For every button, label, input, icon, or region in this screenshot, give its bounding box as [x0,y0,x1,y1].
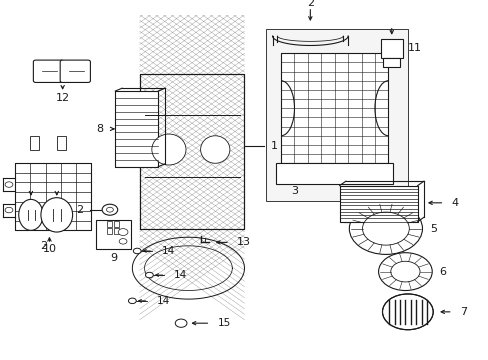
Ellipse shape [200,136,229,163]
Circle shape [119,239,127,244]
Text: 1: 1 [271,141,278,151]
Bar [339,186,417,222]
Circle shape [128,298,136,303]
Circle shape [145,272,153,278]
Text: 14: 14 [157,296,170,306]
Circle shape [106,207,113,212]
Circle shape [102,204,118,215]
Ellipse shape [41,198,73,232]
Bar [140,74,244,229]
FancyBboxPatch shape [60,60,90,82]
Text: 14: 14 [173,270,187,280]
Circle shape [133,248,141,254]
Bar [281,53,387,163]
Circle shape [348,203,422,255]
Bar [380,40,402,58]
Circle shape [175,319,186,327]
Bar [140,74,244,229]
Text: 11: 11 [407,43,421,53]
Text: 2: 2 [40,241,47,251]
Circle shape [382,294,432,330]
Text: 2: 2 [76,205,83,215]
Circle shape [390,261,419,282]
Bar [383,58,399,67]
Circle shape [118,229,128,235]
Circle shape [5,182,13,187]
Bar [96,220,131,249]
Bar [114,221,119,227]
Bar [115,91,158,167]
Text: 15: 15 [217,318,230,328]
Text: 5: 5 [429,224,436,234]
Bar [107,228,112,234]
Text: 3: 3 [290,186,297,196]
Ellipse shape [152,134,185,165]
Bar [266,29,407,201]
Text: 6: 6 [439,267,446,276]
Bar [114,228,119,234]
Bar [57,136,65,149]
Text: 2: 2 [306,0,313,8]
Ellipse shape [19,199,43,230]
Text: 4: 4 [451,198,458,208]
Text: 10: 10 [42,244,56,254]
Text: 14: 14 [161,246,175,256]
Circle shape [378,253,431,291]
Text: 12: 12 [56,93,70,103]
Bar [107,221,112,227]
Bar [15,163,91,230]
Text: 9: 9 [110,253,117,263]
Bar [276,163,392,184]
Bar [30,136,39,149]
Text: 8: 8 [96,124,103,134]
Circle shape [5,207,13,213]
FancyBboxPatch shape [33,60,63,82]
Text: 13: 13 [237,237,251,247]
Bar [344,213,397,222]
Text: 7: 7 [459,307,466,317]
Circle shape [362,212,408,245]
